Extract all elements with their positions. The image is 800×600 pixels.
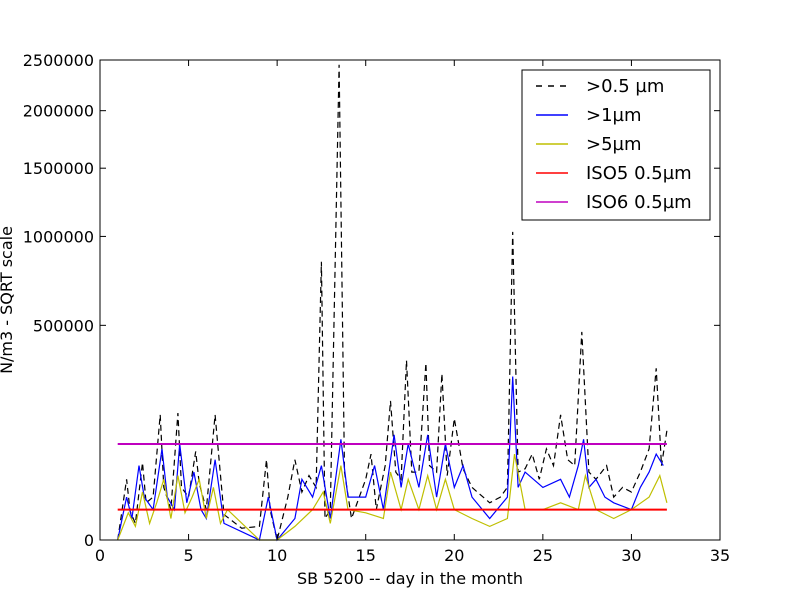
axis-ticks: 0 5 10 15 20 25 30 35 0 500000 1000000 1500000 20000… (23, 51, 730, 565)
x-tick-label: 20 (444, 546, 464, 565)
series-line-2 (117, 453, 668, 541)
x-tick-label: 5 (183, 546, 193, 565)
x-tick-label: 30 (621, 546, 641, 565)
legend-label-2: >5µm (586, 134, 642, 155)
series-line-1 (117, 376, 664, 542)
x-tick-label: 35 (710, 546, 730, 565)
legend: >0.5 µm >1µm >5µm ISO5 0.5µm ISO6 0.5µm (521, 69, 711, 221)
series-line-0 (117, 64, 668, 541)
y-tick-label: 500000 (33, 316, 94, 335)
x-tick-label: 25 (533, 546, 553, 565)
legend-label-0: >0.5 µm (586, 76, 664, 97)
y-tick-label: 0 (84, 531, 94, 550)
y-tick-label: 1500000 (23, 159, 94, 178)
legend-label-4: ISO6 0.5µm (586, 192, 692, 213)
x-axis-label: SB 5200 -- day in the month (297, 569, 523, 588)
y-tick-label: 2500000 (23, 51, 94, 70)
y-tick-label: 2000000 (23, 102, 94, 121)
x-tick-label: 0 (95, 546, 105, 565)
plot-frame (99, 59, 721, 541)
x-tick-label: 15 (356, 546, 376, 565)
x-tick-label: 10 (267, 546, 287, 565)
legend-label-1: >1µm (586, 105, 642, 126)
y-tick-label: 1000000 (23, 227, 94, 246)
plot-lines (117, 64, 668, 542)
y-axis-label: N/m3 - SQRT scale (0, 226, 16, 374)
legend-label-3: ISO5 0.5µm (586, 163, 692, 184)
legend-box (521, 69, 711, 221)
